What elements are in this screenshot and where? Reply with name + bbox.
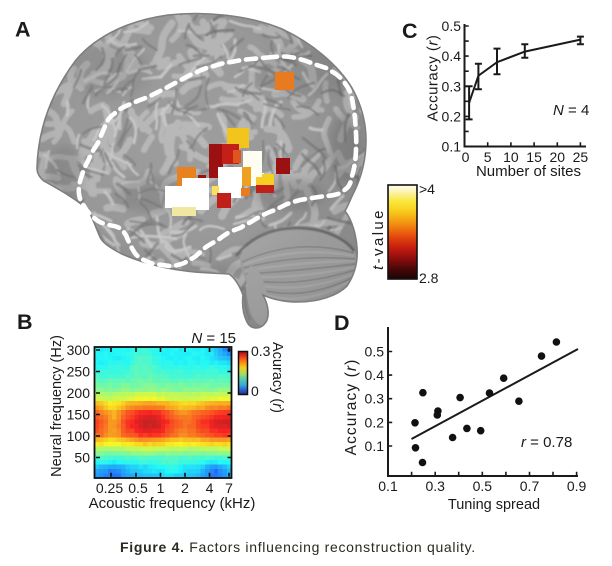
svg-text:0.5: 0.5 [473,478,493,494]
svg-text:300: 300 [67,342,91,358]
svg-text:50: 50 [74,450,90,466]
svg-text:C: C [402,19,418,43]
svg-text:2.8: 2.8 [419,270,439,286]
svg-text:0.4: 0.4 [365,367,385,383]
svg-text:0.5: 0.5 [128,480,148,496]
svg-text:N = 4: N = 4 [553,102,589,119]
svg-text:0: 0 [462,149,470,165]
svg-text:0.3: 0.3 [365,391,385,407]
svg-text:7: 7 [225,480,233,496]
svg-text:0.3: 0.3 [251,343,271,359]
svg-text:25: 25 [573,149,589,165]
svg-text:4: 4 [206,480,214,496]
svg-text:Accuracy (r): Accuracy (r) [425,35,442,122]
svg-text:0.2: 0.2 [365,414,385,430]
svg-text:r = 0.78: r = 0.78 [521,434,572,451]
svg-text:0.1: 0.1 [378,478,398,494]
svg-text:Tuning spread: Tuning spread [448,497,540,513]
svg-text:Acuracy (r): Acuracy (r) [269,342,285,413]
svg-text:Acoustic frequency (kHz): Acoustic frequency (kHz) [89,495,256,512]
svg-text:Neural frequency (Hz): Neural frequency (Hz) [49,335,65,477]
svg-text:1: 1 [157,480,165,496]
svg-text:0.3: 0.3 [442,78,462,94]
svg-text:10: 10 [503,149,519,165]
svg-text:0.2: 0.2 [442,108,462,124]
svg-text:N = 15: N = 15 [191,330,236,347]
svg-text:0.5: 0.5 [365,344,385,360]
svg-text:100: 100 [67,428,91,444]
svg-text:20: 20 [550,149,566,165]
svg-text:Accuracy (r): Accuracy (r) [343,359,360,456]
svg-text:2: 2 [181,480,189,496]
svg-text:D: D [334,311,350,335]
svg-text:200: 200 [67,385,91,401]
svg-text:0: 0 [251,383,259,399]
svg-text:Figure 4. Factors influencing: Figure 4. Factors influencing reconstruc… [120,539,476,555]
svg-text:>4: >4 [419,181,435,197]
svg-text:0.9: 0.9 [567,478,587,494]
svg-text:Number of sites: Number of sites [476,163,581,180]
svg-text:0.3: 0.3 [425,478,445,494]
svg-text:0.25: 0.25 [96,480,123,496]
svg-text:B: B [17,310,33,334]
svg-text:0.1: 0.1 [442,139,462,155]
svg-text:15: 15 [526,149,542,165]
svg-text:t-value: t-value [370,208,387,270]
svg-text:5: 5 [484,149,492,165]
svg-text:250: 250 [67,364,91,380]
svg-text:0.7: 0.7 [520,478,540,494]
svg-text:0.4: 0.4 [442,48,462,64]
svg-text:0.1: 0.1 [365,438,385,454]
svg-text:150: 150 [67,407,91,423]
svg-text:0.5: 0.5 [442,18,462,34]
svg-text:A: A [15,18,31,42]
